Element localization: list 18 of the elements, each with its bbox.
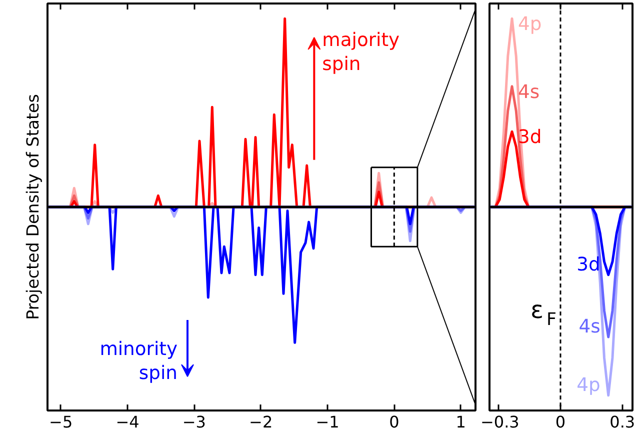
y-axis-title: Projected Density of States xyxy=(24,94,42,320)
x-tick-label: −1 xyxy=(316,412,340,432)
x-tick-label: −3 xyxy=(182,412,206,432)
x-tick-label: 0.3 xyxy=(610,412,636,432)
x-tick-label: 0 xyxy=(555,412,566,432)
annotation: minority spin xyxy=(100,338,178,384)
x-tick-label: −5 xyxy=(49,412,73,432)
annotation: majority spin xyxy=(322,30,400,76)
series-label: 4p xyxy=(518,14,542,36)
series-label: 4s xyxy=(578,316,600,338)
series-label: 4p xyxy=(576,374,600,396)
series-label: 3d xyxy=(576,254,600,276)
x-tick-label: −2 xyxy=(249,412,273,432)
x-tick-label: −0.3 xyxy=(480,412,520,432)
x-tick-label: 1 xyxy=(456,412,466,432)
x-tick-label: 0 xyxy=(389,412,400,432)
x-tick-label: −4 xyxy=(116,412,140,432)
series-label: 4s xyxy=(518,82,540,103)
